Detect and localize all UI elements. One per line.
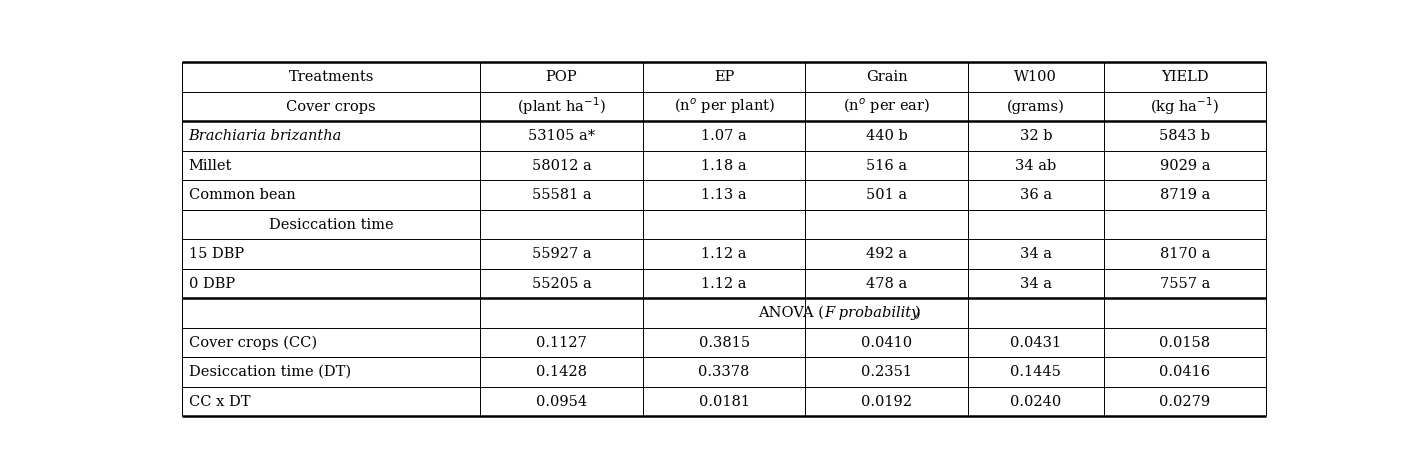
Text: (grams): (grams) [1007,100,1065,114]
Text: 0.0416: 0.0416 [1159,365,1211,379]
Text: 1.18 a: 1.18 a [701,159,747,173]
Text: 0.1127: 0.1127 [536,336,586,350]
Text: 1.07 a: 1.07 a [701,129,747,143]
Text: EP: EP [714,70,735,84]
Text: 0.0181: 0.0181 [698,395,750,409]
Text: 53105 a*: 53105 a* [528,129,595,143]
Text: 516 a: 516 a [866,159,907,173]
Text: 36 a: 36 a [1020,188,1051,202]
Text: 0.0192: 0.0192 [862,395,913,409]
Text: 1.12 a: 1.12 a [701,277,747,291]
Text: 55927 a: 55927 a [531,247,592,261]
Text: 0.0954: 0.0954 [536,395,588,409]
Text: 0.0240: 0.0240 [1010,395,1061,409]
Text: Cover crops: Cover crops [287,100,376,114]
Text: 5843 b: 5843 b [1159,129,1211,143]
Text: 0.1445: 0.1445 [1010,365,1061,379]
Text: YIELD: YIELD [1161,70,1208,84]
Text: 492 a: 492 a [866,247,907,261]
Text: 0.0410: 0.0410 [861,336,913,350]
Text: (n$^{o}$ per plant): (n$^{o}$ per plant) [674,97,774,117]
Text: (n$^{o}$ per ear): (n$^{o}$ per ear) [844,97,930,117]
Text: Treatments: Treatments [288,70,374,84]
Text: 55581 a: 55581 a [531,188,592,202]
Text: 9029 a: 9029 a [1160,159,1210,173]
Text: W100: W100 [1015,70,1057,84]
Text: 0.3815: 0.3815 [698,336,750,350]
Text: 7557 a: 7557 a [1160,277,1210,291]
Text: 0.0158: 0.0158 [1159,336,1211,350]
Text: 1.12 a: 1.12 a [701,247,747,261]
Text: 0.3378: 0.3378 [698,365,750,379]
Text: 478 a: 478 a [866,277,907,291]
Text: Desiccation time: Desiccation time [268,218,393,232]
Text: ANOVA (: ANOVA ( [759,306,824,320]
Text: ): ) [916,306,921,320]
Text: 34 ab: 34 ab [1015,159,1057,173]
Text: CC x DT: CC x DT [189,395,250,409]
Text: 8170 a: 8170 a [1160,247,1210,261]
Text: 0.1428: 0.1428 [536,365,586,379]
Text: POP: POP [545,70,578,84]
Text: Grain: Grain [866,70,907,84]
Text: 0 DBP: 0 DBP [189,277,235,291]
Text: (kg ha$^{-1}$): (kg ha$^{-1}$) [1150,96,1219,118]
Text: 0.2351: 0.2351 [862,365,913,379]
Text: 32 b: 32 b [1020,129,1053,143]
Text: 1.13 a: 1.13 a [701,188,747,202]
Text: 34 a: 34 a [1020,277,1051,291]
Text: Brachiaria brizantha: Brachiaria brizantha [189,129,342,143]
Text: 0.0279: 0.0279 [1159,395,1211,409]
Text: 440 b: 440 b [866,129,907,143]
Text: Common bean: Common bean [189,188,295,202]
Text: 8719 a: 8719 a [1160,188,1210,202]
Text: 58012 a: 58012 a [531,159,592,173]
Text: 0.0431: 0.0431 [1010,336,1061,350]
Text: 34 a: 34 a [1020,247,1051,261]
Text: Desiccation time (DT): Desiccation time (DT) [189,365,350,379]
Text: (plant ha$^{-1}$): (plant ha$^{-1}$) [517,96,606,118]
Text: Millet: Millet [189,159,232,173]
Text: 501 a: 501 a [866,188,907,202]
Text: Cover crops (CC): Cover crops (CC) [189,336,317,350]
Text: 55205 a: 55205 a [531,277,592,291]
Text: 15 DBP: 15 DBP [189,247,244,261]
Text: F probability: F probability [824,306,920,320]
